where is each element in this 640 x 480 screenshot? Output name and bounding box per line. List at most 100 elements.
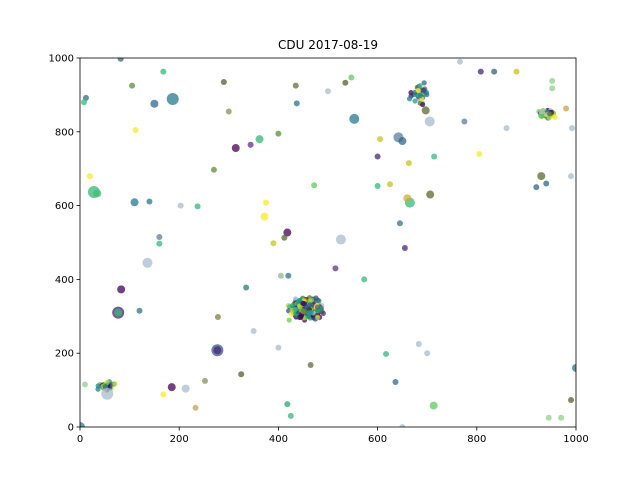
data-point-542 xyxy=(399,424,406,427)
data-point-436 xyxy=(412,98,418,104)
data-point-489 xyxy=(342,79,349,86)
data-point-309 xyxy=(298,314,304,320)
data-point-486 xyxy=(277,272,284,279)
y-tick-label-0: 0 xyxy=(68,423,74,434)
data-point-561 xyxy=(549,77,556,84)
data-point-378 xyxy=(539,108,546,114)
data-point-493 xyxy=(398,137,407,146)
data-point-499 xyxy=(426,190,435,199)
data-point-481 xyxy=(283,228,292,237)
data-point-451 xyxy=(417,83,423,89)
data-point-30 xyxy=(286,317,292,323)
data-point-469 xyxy=(150,99,159,108)
data-point-537 xyxy=(549,85,556,92)
data-point-467 xyxy=(130,198,139,207)
data-point-523 xyxy=(129,82,136,89)
data-point-539 xyxy=(563,105,570,112)
data-point-532 xyxy=(374,153,381,160)
data-point-475 xyxy=(231,144,240,153)
data-point-555 xyxy=(263,199,269,206)
data-point-477 xyxy=(255,135,264,144)
data-point-536 xyxy=(513,68,520,75)
data-point-514 xyxy=(156,240,163,247)
data-point-518 xyxy=(146,198,153,205)
data-point-317 xyxy=(314,304,321,310)
data-point-496 xyxy=(403,194,412,203)
x-tick-label-4: 800 xyxy=(467,434,486,445)
data-point-466 xyxy=(101,387,114,400)
data-point-548 xyxy=(132,126,139,133)
data-point-556 xyxy=(86,173,93,180)
data-point-454 xyxy=(406,96,413,102)
data-point-533 xyxy=(405,160,412,167)
data-point-482 xyxy=(281,234,288,241)
data-point-479 xyxy=(260,212,269,221)
data-point-528 xyxy=(293,100,300,107)
data-point-375 xyxy=(538,112,544,118)
data-point-471 xyxy=(167,383,176,392)
data-point-503 xyxy=(383,350,390,357)
data-point-526 xyxy=(80,99,87,106)
data-point-544 xyxy=(374,183,381,190)
data-point-299 xyxy=(307,302,313,308)
y-tick-label-2: 400 xyxy=(55,275,74,286)
data-point-465 xyxy=(117,285,126,294)
data-point-517 xyxy=(194,203,201,210)
data-point-559 xyxy=(401,245,408,252)
data-point-531 xyxy=(377,136,384,143)
data-point-468 xyxy=(142,257,153,268)
x-tick-label-5: 1000 xyxy=(563,434,588,445)
data-point-545 xyxy=(476,150,483,157)
data-point-316 xyxy=(305,310,311,316)
data-point-535 xyxy=(491,68,498,75)
data-point-462 xyxy=(93,189,102,198)
data-point-508 xyxy=(537,172,546,181)
data-point-563 xyxy=(568,173,575,180)
data-point-534 xyxy=(431,153,438,160)
data-point-306 xyxy=(290,302,296,309)
data-point-549 xyxy=(177,202,184,209)
data-point-551 xyxy=(220,78,227,85)
plot-frame xyxy=(79,57,577,428)
data-point-487 xyxy=(285,272,292,279)
data-point-519 xyxy=(201,377,208,384)
x-tick-label-1: 200 xyxy=(170,434,189,445)
data-point-516 xyxy=(210,166,217,173)
data-point-474 xyxy=(213,346,222,355)
data-point-424 xyxy=(102,383,108,389)
x-tick-label-3: 600 xyxy=(368,434,387,445)
data-point-543 xyxy=(332,265,339,272)
data-point-511 xyxy=(568,397,575,404)
data-point-311 xyxy=(300,308,306,314)
data-point-502 xyxy=(429,401,438,410)
data-point-476 xyxy=(247,141,254,148)
data-point-278 xyxy=(307,298,313,304)
data-point-504 xyxy=(461,118,468,125)
data-point-540 xyxy=(415,340,422,347)
data-point-457 xyxy=(417,92,423,98)
data-point-550 xyxy=(156,233,163,240)
data-point-498 xyxy=(424,116,435,127)
data-point-483 xyxy=(307,362,314,369)
data-point-480 xyxy=(270,240,277,247)
data-point-527 xyxy=(292,82,299,89)
data-point-560 xyxy=(545,414,552,421)
data-point-459 xyxy=(420,101,426,108)
data-point-491 xyxy=(361,276,368,283)
data-point-513 xyxy=(136,307,143,314)
data-point-557 xyxy=(81,381,88,388)
data-point-319 xyxy=(292,306,298,313)
data-point-485 xyxy=(287,412,294,419)
data-point-313 xyxy=(303,304,309,310)
data-point-494 xyxy=(396,220,403,227)
data-point-501 xyxy=(392,378,399,385)
y-tick-label-4: 800 xyxy=(55,127,74,138)
data-point-425 xyxy=(421,80,427,86)
chart-title: CDU 2017-08-19 xyxy=(278,38,378,52)
y-tick-label-1: 200 xyxy=(55,349,74,360)
data-point-512 xyxy=(558,414,565,421)
data-point-415 xyxy=(112,381,118,387)
data-point-500 xyxy=(387,181,393,188)
data-point-488 xyxy=(335,234,346,245)
